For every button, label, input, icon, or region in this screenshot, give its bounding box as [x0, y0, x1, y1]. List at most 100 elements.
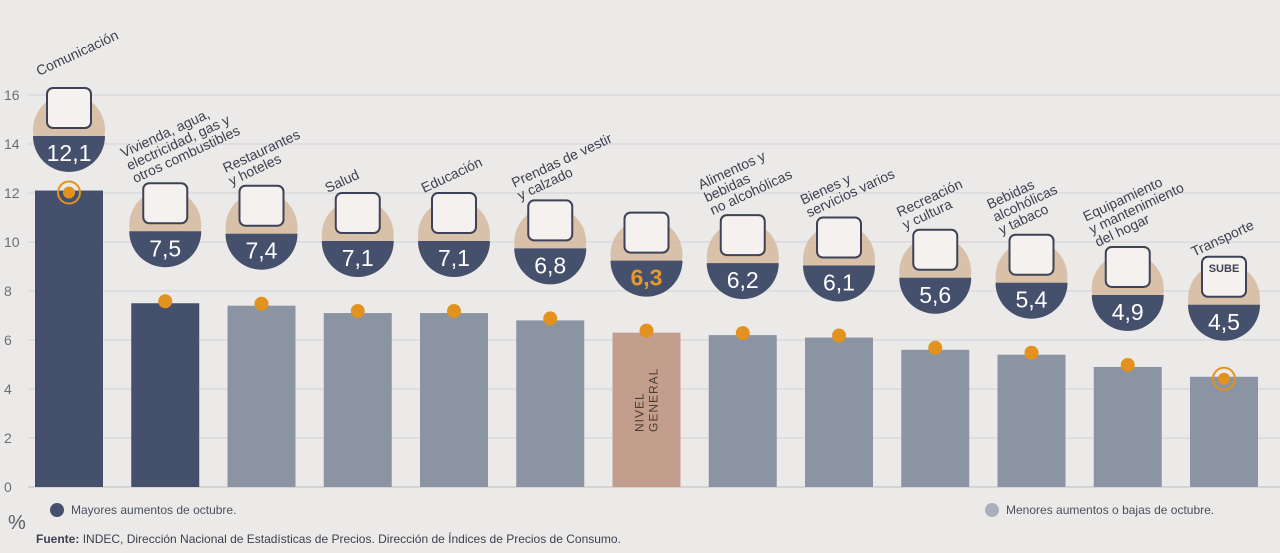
category-label: Transporte [1189, 216, 1257, 259]
icon-shape [623, 211, 670, 254]
value-bubble: 7,1 [418, 192, 490, 278]
icon-shape [431, 192, 477, 235]
value-label: 4,5 [1208, 309, 1240, 335]
value-cap [995, 282, 1068, 319]
value-cap [899, 277, 972, 314]
category-label: Prendas de vestiry calzado [509, 130, 621, 203]
y-tick-label: 4 [4, 381, 12, 397]
bottle-cigarette-icon [1008, 233, 1055, 276]
beach-umbrella-icon [912, 228, 959, 271]
legend-label-mayores: Mayores aumentos de octubre. [71, 503, 237, 517]
medical-cross-icon [334, 192, 381, 235]
value-bubble: 7,4 [225, 184, 298, 270]
comb-scissors-icon [816, 216, 862, 259]
marker-dot [928, 340, 943, 355]
value-cap [1188, 304, 1260, 341]
y-tick-label: 6 [4, 332, 12, 348]
value-cap [33, 136, 105, 172]
marker-dot [543, 311, 558, 326]
bar [708, 335, 777, 487]
bar [1190, 376, 1258, 487]
notebook-icon [431, 192, 477, 235]
icon-shape [1008, 233, 1055, 276]
source-label: Fuente: [36, 532, 80, 546]
value-label: 7,5 [149, 235, 181, 261]
percent-unit: % [8, 512, 26, 534]
icon-shape [719, 214, 766, 257]
shopping-bag-icon [623, 211, 670, 254]
value-cap [129, 231, 202, 268]
value-label: 7,1 [342, 245, 374, 271]
icon-shape [46, 87, 92, 129]
category-label: Recreacióny cultura [894, 175, 971, 232]
icon-shape [816, 216, 862, 259]
bar [131, 303, 200, 487]
icon-shape [1104, 245, 1151, 288]
value-label: 7,1 [438, 245, 470, 271]
value-cap [1091, 294, 1164, 331]
category-label-line: Salud [322, 166, 361, 196]
marker-dot [1218, 372, 1230, 385]
category-label: Alimentos ybebidasno alcohólicas [695, 140, 794, 217]
value-cap [225, 233, 298, 270]
y-tick-label: 16 [4, 87, 20, 103]
y-tick-label: 0 [4, 479, 12, 495]
lightbulb-icon [142, 182, 189, 225]
value-label: 6,3 [631, 265, 663, 291]
icon-shape [1201, 255, 1247, 298]
category-label: Vivienda, agua,electricidad, gas yotros … [118, 97, 242, 186]
value-bubble: 5,4 [995, 233, 1068, 319]
category-label: Bebidasalcohólicasy tabaco [984, 168, 1065, 237]
source-note: Fuente: INDEC, Dirección Nacional de Est… [36, 532, 621, 546]
value-cap [803, 265, 875, 302]
bar [901, 349, 970, 487]
icon-shape [527, 199, 574, 242]
marker-dot [447, 304, 461, 319]
category-label: Comunicación [34, 27, 121, 79]
category-label: Salud [322, 166, 361, 196]
plate-cutlery-icon [238, 184, 285, 227]
marker-dot [639, 323, 654, 338]
category-label: Bienes yservicios varios [798, 153, 897, 221]
value-bubble: 12,1 [33, 87, 105, 172]
icon-shape [238, 184, 285, 227]
legend-label-menores: Menores aumentos o bajas de octubre. [1006, 503, 1215, 517]
value-bubble: 4,9 [1091, 245, 1164, 331]
value-cap [610, 260, 683, 297]
value-label: 4,9 [1112, 299, 1144, 325]
category-label-line: Educación [419, 154, 485, 196]
y-tick-label: 2 [4, 430, 12, 446]
value-bubble: 7,5 [129, 182, 202, 268]
icon-shape [912, 228, 959, 271]
y-tick-label: 10 [4, 234, 20, 250]
category-label-line: Transporte [1189, 216, 1257, 259]
value-bubble: 5,6 [899, 228, 972, 314]
value-label: 12,1 [47, 140, 92, 166]
bar [805, 337, 873, 487]
value-cap [321, 241, 394, 278]
value-cap [418, 241, 490, 278]
value-bubble: 6,2 [706, 214, 779, 300]
bar [227, 305, 296, 487]
bar [323, 313, 392, 487]
marker-dot [254, 296, 269, 311]
legend-swatch-menores [985, 503, 999, 517]
y-tick-label: 12 [4, 185, 20, 201]
category-label-line: Comunicación [34, 27, 121, 79]
bar-inner-label-line: NIVEL [633, 392, 647, 432]
marker-dot [1120, 357, 1135, 372]
value-bubble: SUBE 4,5 [1188, 255, 1260, 341]
bar [997, 354, 1066, 487]
marker-dot [735, 326, 750, 341]
value-bubble: 7,1 [321, 192, 394, 278]
value-bubble: 6,1 [803, 216, 875, 302]
value-label: 7,4 [246, 238, 278, 264]
value-label: 6,8 [534, 252, 566, 278]
marker-dot [158, 294, 173, 309]
mobile-phone-icon [46, 87, 92, 129]
legend-swatch-mayores [50, 503, 64, 517]
value-cap [514, 248, 587, 285]
category-label: Educación [419, 154, 485, 196]
marker-dot [832, 328, 846, 343]
bar-chart: 0 2 4 6 8 10 12 14 16 12,1 Comunicación 7,5 Vivienda… [4, 27, 1280, 495]
